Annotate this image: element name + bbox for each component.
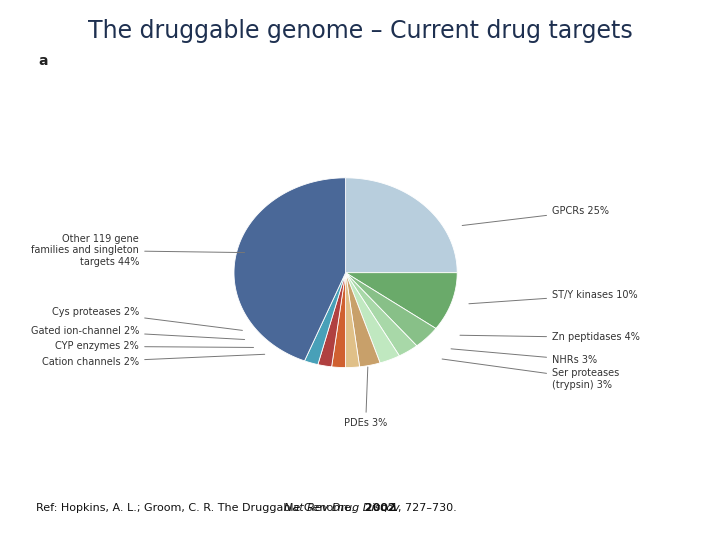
- Polygon shape: [346, 273, 400, 363]
- Text: , 1, 727–730.: , 1, 727–730.: [384, 503, 457, 512]
- Text: ST/Y kinases 10%: ST/Y kinases 10%: [469, 290, 638, 304]
- Text: Gated ion-channel 2%: Gated ion-channel 2%: [31, 326, 245, 340]
- Text: The druggable genome – Current drug targets: The druggable genome – Current drug targ…: [88, 19, 632, 43]
- Text: Zn peptidases 4%: Zn peptidases 4%: [460, 333, 640, 342]
- Text: Ser proteases
(trypsin) 3%: Ser proteases (trypsin) 3%: [442, 359, 619, 389]
- Text: PDEs 3%: PDEs 3%: [344, 367, 387, 428]
- Text: Nat Rev Drug Discov: Nat Rev Drug Discov: [284, 503, 400, 512]
- Text: Ref: Hopkins, A. L.; Groom, C. R. The Druggable Genome.: Ref: Hopkins, A. L.; Groom, C. R. The Dr…: [36, 503, 358, 512]
- Polygon shape: [346, 273, 380, 367]
- Text: 2002: 2002: [361, 503, 396, 512]
- Text: a: a: [39, 55, 48, 68]
- Polygon shape: [305, 273, 346, 364]
- Text: Cys proteases 2%: Cys proteases 2%: [52, 307, 243, 330]
- Text: Other 119 gene
families and singleton
targets 44%: Other 119 gene families and singleton ta…: [31, 234, 245, 267]
- Text: NHRs 3%: NHRs 3%: [451, 349, 597, 365]
- Polygon shape: [234, 178, 346, 361]
- Text: CYP enzymes 2%: CYP enzymes 2%: [55, 341, 253, 352]
- Polygon shape: [346, 273, 457, 328]
- Polygon shape: [346, 273, 436, 346]
- Polygon shape: [318, 273, 346, 367]
- Polygon shape: [346, 178, 457, 273]
- Polygon shape: [332, 273, 346, 368]
- Text: Cation channels 2%: Cation channels 2%: [42, 354, 265, 367]
- Polygon shape: [346, 273, 359, 368]
- Polygon shape: [346, 273, 417, 356]
- Text: GPCRs 25%: GPCRs 25%: [462, 206, 609, 226]
